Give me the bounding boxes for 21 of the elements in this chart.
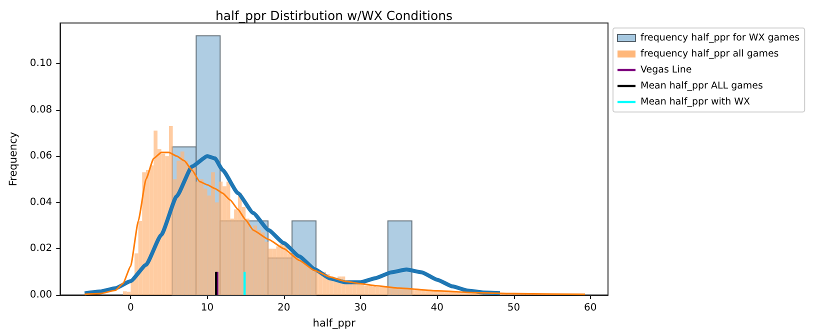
x-tick-label: 60 [584,302,597,314]
y-tick-label: 0.02 [30,243,52,254]
legend-label: Mean half_ppr with WX [640,96,751,108]
y-tick-label: 0.10 [30,58,52,70]
legend-label: Vegas Line [640,64,692,76]
y-axis-title: Frequency [8,132,20,186]
x-tick-label: 10 [200,302,214,314]
chart-title: half_ppr Distirbution w/WX Conditions [215,8,453,23]
y-tick-label: 0.06 [30,150,52,162]
x-tick-label: 30 [354,302,367,314]
x-tick-label: 50 [507,302,520,314]
y-tick-label: 0.00 [30,290,52,300]
legend-label: Mean half_ppr ALL games [640,80,764,92]
legend-label: frequency half_ppr for WX games [640,32,800,44]
legend-label: frequency half_ppr all games [640,48,779,60]
x-axis-title: half_ppr [312,317,356,330]
x-tick-label: 0 [127,302,134,314]
y-tick-label: 0.08 [30,104,52,116]
x-tick-label: 40 [430,302,444,314]
x-tick-label: 20 [278,302,290,314]
y-tick-label: 0.04 [30,196,52,208]
